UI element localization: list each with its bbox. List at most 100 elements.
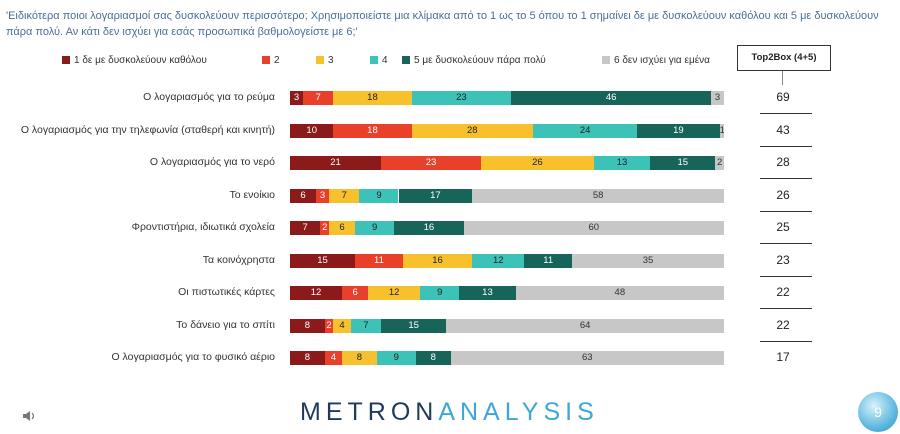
brand-logo: METRONANALYSIS bbox=[300, 398, 599, 427]
page-number-badge: 9 bbox=[858, 392, 898, 432]
bar-segment: 3 bbox=[290, 91, 304, 105]
legend-item-2: 2 bbox=[262, 55, 280, 66]
bar-segment: 10 bbox=[290, 123, 334, 138]
legend-label: 6 δεν ισχύει για εμένα bbox=[614, 55, 710, 66]
bar-row: 8 4 8 9 8 63 bbox=[290, 351, 724, 365]
bar-segment: 6 bbox=[290, 188, 317, 203]
bar-row: 8 2 4 7 15 64 bbox=[290, 318, 724, 333]
top2box-separator bbox=[760, 145, 812, 147]
top2box-separator bbox=[760, 113, 812, 114]
legend-swatch bbox=[602, 56, 610, 64]
bar-segment: 16 bbox=[402, 253, 473, 268]
top2box-separator bbox=[760, 308, 812, 309]
bar-segment: 35 bbox=[572, 253, 724, 268]
top2box-separator bbox=[760, 243, 812, 244]
brand-part-analysis: ANALYSIS bbox=[438, 398, 599, 426]
category-label: Ο λογαριασμός για την τηλεφωνία (σταθερή… bbox=[20, 123, 275, 136]
category-label: Ο λογαριασμός για το νερό bbox=[149, 156, 275, 168]
top2box-header: Top2Box (4+5) bbox=[737, 45, 831, 71]
bar-segment: 9 bbox=[359, 188, 399, 203]
category-label: Φροντιστήρια, ιδιωτικά σχολεία bbox=[131, 221, 275, 233]
top2box-value: 22 bbox=[776, 285, 790, 299]
bar-segment: 28 bbox=[411, 123, 534, 138]
top2box-value: 22 bbox=[776, 317, 790, 332]
top2box-value: 26 bbox=[776, 187, 790, 202]
legend-swatch bbox=[316, 56, 324, 64]
bar-segment: 2 bbox=[715, 156, 724, 170]
bar-segment: 13 bbox=[593, 156, 651, 170]
bar-segment: 11 bbox=[355, 253, 403, 268]
bar-segment: 58 bbox=[472, 188, 724, 203]
bar-row: 3 7 18 23 46 3 bbox=[290, 91, 724, 105]
bar-segment: 17 bbox=[398, 188, 473, 203]
bar-segment: 15 bbox=[381, 318, 447, 333]
bar-segment: 64 bbox=[446, 318, 724, 333]
legend-label: 1 δε με δυσκολεύουν καθόλου bbox=[74, 55, 207, 66]
bar-segment: 11 bbox=[524, 253, 573, 268]
bar-segment: 9 bbox=[420, 286, 460, 300]
legend-item-1: 1 δε με δυσκολεύουν καθόλου bbox=[62, 55, 207, 66]
legend-swatch bbox=[402, 56, 410, 64]
bar-segment: 7 bbox=[329, 188, 360, 203]
bar-segment: 7 bbox=[290, 221, 321, 235]
bar-segment: 2 bbox=[320, 221, 330, 235]
bar-segment: 23 bbox=[411, 91, 512, 105]
bar-segment: 4 bbox=[324, 351, 343, 365]
speaker-icon bbox=[23, 411, 35, 421]
bar-segment: 15 bbox=[650, 156, 716, 170]
bar-segment: 8 bbox=[290, 351, 325, 365]
bar-segment: 9 bbox=[355, 221, 395, 235]
bar-segment: 6 bbox=[329, 221, 356, 235]
legend-item-5: 5 με δυσκολεύουν πάρα πολύ bbox=[402, 55, 546, 66]
bar-segment: 12 bbox=[368, 286, 421, 300]
legend-label: 5 με δυσκολεύουν πάρα πολύ bbox=[414, 55, 546, 66]
question-text: 'Ειδικότερα ποιοι λογαριασμοί σας δυσκολ… bbox=[6, 10, 879, 38]
bar-segment: 24 bbox=[533, 123, 638, 138]
brand-part-metron: METRON bbox=[300, 398, 439, 426]
bar-segment: 63 bbox=[450, 351, 724, 365]
top2box-value: 43 bbox=[776, 122, 790, 137]
bar-row: 12 6 12 9 13 48 bbox=[290, 286, 724, 300]
bar-row: 10 18 28 24 19 1 bbox=[290, 123, 724, 138]
legend-label: 3 bbox=[328, 55, 334, 66]
bar-segment: 18 bbox=[333, 123, 412, 138]
bar-segment: 2 bbox=[324, 318, 334, 333]
bar-segment: 8 bbox=[290, 318, 325, 333]
bar-segment: 21 bbox=[290, 156, 382, 170]
bar-segment: 3 bbox=[316, 188, 330, 203]
category-label: Το δάνειο για το σπίτι bbox=[176, 318, 275, 331]
top2box-value: 28 bbox=[776, 155, 790, 169]
bar-segment: 8 bbox=[415, 351, 451, 365]
top2box-value: 23 bbox=[776, 252, 790, 267]
top2box-connector-line bbox=[782, 71, 783, 85]
legend-item-3: 3 bbox=[316, 55, 334, 66]
bar-segment: 23 bbox=[381, 156, 481, 170]
bar-row: 6 3 7 9 17 58 bbox=[290, 188, 724, 203]
bar-segment: 8 bbox=[342, 351, 377, 365]
bar-segment: 26 bbox=[480, 156, 594, 170]
bar-segment: 1 bbox=[719, 123, 724, 138]
legend-item-6: 6 δεν ισχύει για εμένα bbox=[602, 55, 710, 66]
category-label: Ο λογαριασμός για το φυσικό αέριο bbox=[111, 351, 275, 363]
bar-row: 7 2 6 9 16 60 bbox=[290, 221, 724, 235]
bar-segment: 3 bbox=[710, 91, 724, 105]
bar-segment: 19 bbox=[637, 123, 720, 138]
category-label: Το ενοίκιο bbox=[229, 188, 275, 201]
bar-segment: 48 bbox=[515, 286, 724, 300]
bar-segment: 18 bbox=[333, 91, 412, 105]
bar-row: 15 11 16 12 11 35 bbox=[290, 253, 724, 268]
top2box-value: 69 bbox=[776, 90, 790, 104]
bar-segment: 12 bbox=[290, 286, 343, 300]
bar-segment: 16 bbox=[394, 221, 464, 235]
legend-item-4: 4 bbox=[370, 55, 388, 66]
bar-segment: 4 bbox=[333, 318, 351, 333]
bar-segment: 12 bbox=[472, 253, 525, 268]
category-label: Οι πιστωτικές κάρτες bbox=[178, 286, 275, 298]
legend-swatch bbox=[62, 56, 70, 64]
bar-segment: 7 bbox=[350, 318, 382, 333]
top2box-separator bbox=[760, 275, 812, 277]
bar-segment: 7 bbox=[303, 91, 334, 105]
bar-segment: 6 bbox=[342, 286, 369, 300]
top2box-separator bbox=[760, 340, 812, 342]
category-label: Ο λογαριασμός για το ρεύμα bbox=[143, 91, 275, 103]
